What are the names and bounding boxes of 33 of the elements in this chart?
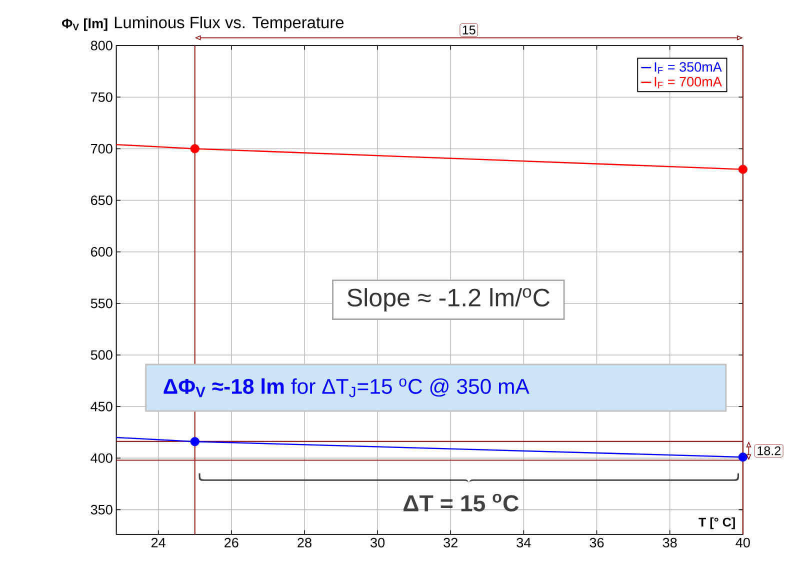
text: 15 [462, 26, 476, 35]
x-tick-label: 34 [516, 538, 531, 548]
x-tick-label: 24 [151, 538, 166, 548]
y-tick-label: 700 [91, 144, 112, 154]
point [190, 144, 200, 154]
text: 18.2 [758, 446, 780, 456]
x-tick-label: 38 [662, 538, 677, 548]
point [738, 165, 748, 174]
y-tick-label: 550 [90, 298, 112, 308]
y-tick-label: 650 [91, 196, 112, 206]
x-tick-label: 36 [590, 538, 604, 548]
x-tick-label: 28 [298, 538, 312, 548]
annotation: Slope ≈ -1.2 lm/$^{o}$C [347, 288, 550, 312]
chart-title: Luminous Flux vs. Temperature [114, 16, 344, 32]
x-tick-label: 30 [370, 538, 385, 548]
y-tick-label: 600 [91, 247, 112, 257]
legend-label: I$_{F}$ = 350mA [654, 62, 722, 74]
text: ΔΦ$_{V}$ ≈-18 lm for ΔT$_{J}$=15 $^{o}$C @ 350 mA [164, 378, 530, 398]
y-tick-label: 400 [90, 454, 112, 464]
y-tick-label: 450 [90, 402, 112, 412]
legend-label: I$_{F}$ = 700mA [654, 77, 722, 89]
annotation: ΔT = 15 $^{o}$C [404, 494, 519, 512]
y-axis-title: Φ$_{V}$ [lm] [62, 18, 108, 32]
point [190, 437, 200, 446]
y-tick-label: 750 [91, 92, 112, 102]
x-axis-title: T [° C] [698, 518, 735, 530]
point [738, 452, 748, 462]
y-tick-label: 800 [90, 41, 112, 51]
x-tick-label: 40 [736, 538, 750, 548]
y-tick-label: 350 [90, 505, 112, 515]
x-tick-label: 32 [444, 538, 458, 548]
y-tick-label: 500 [90, 350, 112, 360]
x-tick-label: 26 [224, 538, 238, 548]
